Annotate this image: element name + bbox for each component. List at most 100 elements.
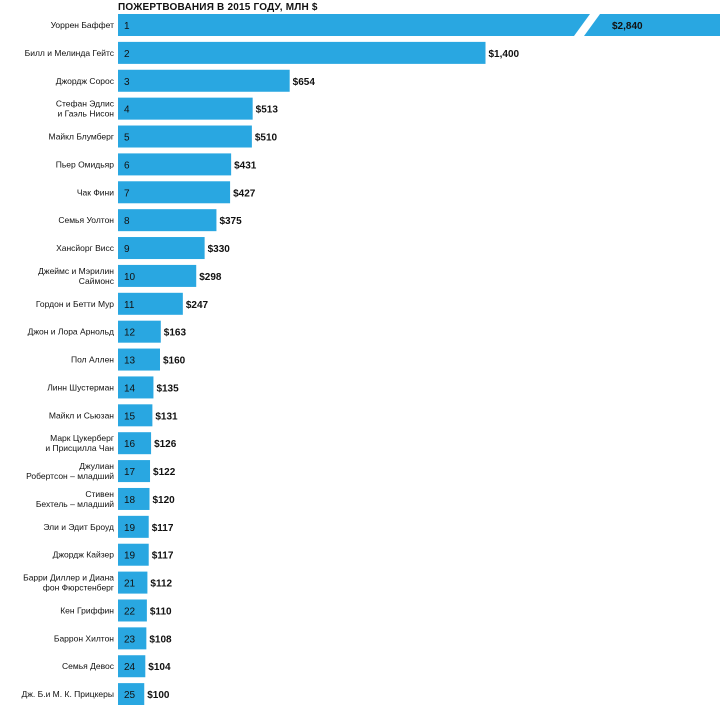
rank-label: 6 [124,160,130,171]
rank-label: 14 [124,383,136,394]
category-label: Чак Фини [77,187,114,197]
rank-label: 1 [124,21,130,32]
rank-label: 19 [124,551,136,562]
bar [118,348,160,371]
value-label: $100 [147,690,170,701]
rank-label: 3 [124,77,130,88]
value-label: $330 [208,244,231,255]
rank-label: 22 [124,606,136,617]
category-label: Дж. Б.и М. К. Прицкеры [21,689,114,699]
bar [118,432,152,455]
bar [118,97,253,120]
category-label: Джулиан Робертсон – младший [26,461,114,481]
bar [118,237,205,260]
bar [118,320,161,343]
bar [118,683,145,705]
category-label: Марк Цукерберг и Присцилла Чан [45,433,114,453]
bar [118,571,148,594]
bar [118,515,149,538]
bar-break-segment [584,14,720,36]
value-label: $163 [164,328,187,339]
rank-label: 15 [124,411,136,422]
bar [118,181,231,204]
rank-label: 13 [124,356,136,367]
value-label: $160 [163,356,186,367]
value-label: $117 [152,551,174,562]
category-label: Линн Шустерман [47,382,114,392]
bar [118,125,252,148]
value-label: $135 [156,383,179,394]
bar [118,69,290,92]
value-label: $126 [154,439,177,450]
chart-title: ПОЖЕРТВОВАНИЯ В 2015 ГОДУ, МЛН $ [118,2,318,13]
bar [118,209,217,232]
category-label: Гордон и Бетти Мур [36,299,114,309]
category-label: Джеймс и Мэрилин Саймонс [38,266,115,286]
value-label: $298 [199,272,222,283]
rank-label: 18 [124,495,136,506]
bar [118,41,486,64]
bar [118,655,146,678]
bar [118,376,154,399]
value-label: $110 [150,606,172,617]
category-label: Барри Диллер и Диана фон Фюрстенберг [23,573,114,593]
value-label: $1,400 [489,49,520,60]
value-label: $112 [150,579,172,590]
category-label: Джордж Кайзер [53,550,115,560]
category-label: Эли и Эдит Броуд [43,522,114,532]
rank-label: 11 [124,300,135,311]
value-label: $117 [152,523,174,534]
category-label: Семья Девос [62,661,115,671]
value-label: $654 [293,77,316,88]
category-label: Стивен Бехтель – младший [36,489,114,509]
value-label: $431 [234,160,257,171]
bar [118,487,150,510]
bar [118,404,153,427]
rank-label: 7 [124,188,130,199]
value-label: $510 [255,133,278,144]
rank-label: 9 [124,244,130,255]
category-label: Джон и Лора Арнольд [28,327,114,337]
value-label: $247 [186,300,209,311]
category-label: Пол Аллен [71,355,114,365]
category-label: Джордж Сорос [56,76,115,86]
category-label: Пьер Омидьяр [56,159,115,169]
value-label: $427 [233,188,256,199]
rank-label: 23 [124,634,136,645]
value-label: $2,840 [612,21,643,32]
rank-label: 24 [124,662,136,673]
category-label: Майкл Блумберг [49,132,114,142]
bar [118,627,147,650]
rank-label: 4 [124,105,130,116]
rank-label: 5 [124,133,130,144]
rank-label: 17 [124,467,136,478]
bar [118,543,149,566]
rank-label: 21 [124,579,136,590]
rank-label: 2 [124,49,130,60]
rank-label: 8 [124,216,130,227]
category-label: Уоррен Баффет [51,20,115,30]
rank-label: 16 [124,439,136,450]
category-label: Кен Гриффин [60,605,114,615]
bar [118,264,197,287]
category-label: Семья Уолтон [58,215,114,225]
category-label: Билл и Мелинда Гейтс [25,48,115,58]
value-label: $375 [219,216,242,227]
value-label: $120 [153,495,176,506]
rank-label: 12 [124,328,136,339]
category-label: Майкл и Сьюзан [49,410,114,420]
value-label: $108 [149,634,172,645]
category-label: Хансйорг Висс [56,243,115,253]
bar [118,460,151,483]
value-label: $122 [153,467,176,478]
rank-label: 10 [124,272,136,283]
category-label: Стефан Эдлис и Гаэль Нисон [56,99,115,119]
bar [118,599,147,622]
bar [118,292,183,315]
category-label: Баррон Хилтон [54,633,114,643]
rank-label: 19 [124,523,136,534]
value-label: $513 [256,105,279,116]
value-label: $104 [148,662,171,673]
bar [118,153,232,176]
